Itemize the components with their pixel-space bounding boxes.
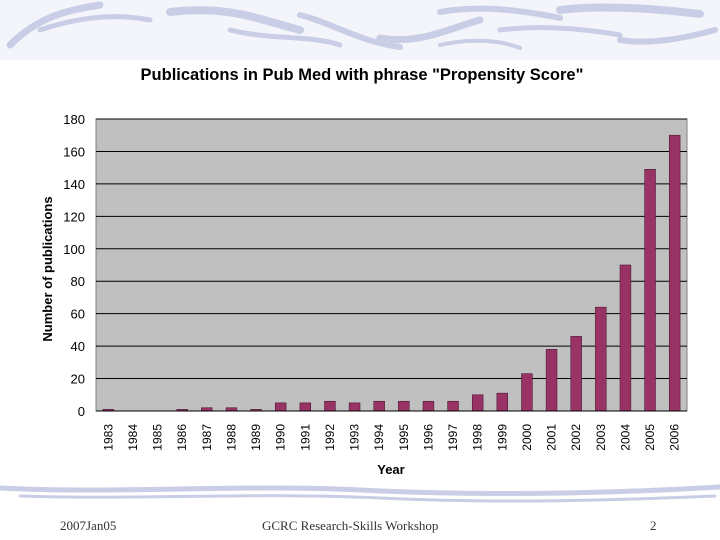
y-tick-label: 60 [71,307,85,322]
bar [348,402,361,412]
x-tick-label: 1992 [323,424,337,451]
x-tick-label: 2002 [569,424,583,451]
bars [102,134,681,412]
y-tick-label: 120 [63,209,85,224]
x-tick-label: 1985 [151,424,165,451]
y-tick-label: 100 [63,242,85,257]
y-tick-label: 140 [63,177,85,192]
x-tick-label: 2001 [545,424,559,451]
x-tick-label: 2005 [643,424,657,451]
bar [668,134,681,412]
bar [398,400,410,412]
x-tick-label: 1986 [175,424,189,451]
footer-workshop-title: GCRC Research-Skills Workshop [262,518,439,533]
x-tick-label: 1987 [200,424,214,451]
x-tick-label: 2003 [594,424,608,451]
x-tick-label: 1983 [101,424,115,451]
x-tick-label: 1993 [348,424,362,451]
y-tick-label: 0 [78,404,85,419]
bar [644,168,656,412]
chart-title: Publications in Pub Med with phrase "Pro… [141,66,584,84]
bar [496,392,509,412]
bar [422,400,435,412]
gridlines [96,118,687,380]
y-tick-label: 20 [71,372,85,387]
bar [373,400,385,412]
bar [324,400,336,412]
x-tick-label: 1984 [126,424,140,451]
y-axis-ticks: 0 20 40 60 80 100 120 140 160 180 [63,112,85,419]
plot-area [95,118,688,412]
x-tick-label: 1995 [397,424,411,451]
x-tick-label: 1997 [446,424,460,451]
y-tick-label: 160 [63,144,85,159]
y-tick-label: 80 [71,274,85,289]
bar [274,402,287,412]
x-tick-label: 1994 [372,424,386,451]
x-axis-ticks: 1983 1984 1985 1986 1987 1988 1989 1990 1991 1992… [101,424,681,451]
x-tick-label: 2000 [520,424,534,451]
y-axis-label: Number of publications [40,196,55,341]
bar [619,264,632,412]
x-tick-label: 1999 [495,424,509,451]
bar [447,400,459,412]
x-tick-label: 2004 [618,424,632,451]
bar [299,402,312,412]
bar-chart: Publications in Pub Med with phrase "Pro… [40,66,688,477]
x-tick-label: 1989 [249,424,263,451]
bar [570,336,582,412]
x-tick-label: 1996 [421,424,435,451]
footer-date: 2007Jan05 [60,518,117,533]
slide-footer-decoration [0,484,720,503]
x-tick-label: 1998 [471,424,485,451]
bar [595,306,607,412]
bar [521,373,533,412]
y-tick-label: 40 [71,339,85,354]
x-tick-label: 2006 [668,424,682,451]
x-tick-label: 1991 [298,424,312,451]
x-axis-label: Year [377,462,404,477]
x-tick-label: 1988 [224,424,238,451]
x-tick-label: 1990 [274,424,288,451]
bar [545,349,558,412]
bar [471,394,484,412]
y-tick-label: 180 [63,112,85,127]
slide-header-decoration [0,0,720,60]
slide-page-number: 2 [650,518,657,533]
